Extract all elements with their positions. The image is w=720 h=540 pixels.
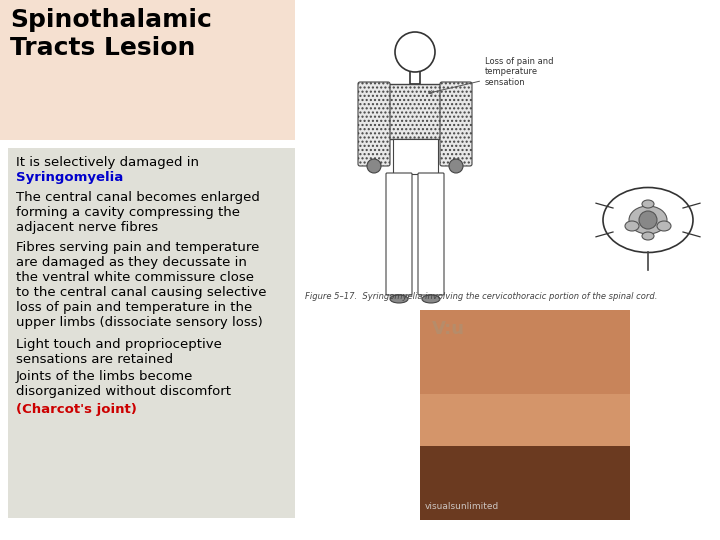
Text: Loss of pain and
temperature
sensation: Loss of pain and temperature sensation xyxy=(429,57,554,94)
Bar xyxy=(8,148,295,518)
Ellipse shape xyxy=(390,295,408,303)
FancyBboxPatch shape xyxy=(393,139,438,174)
Bar xyxy=(420,446,630,520)
FancyBboxPatch shape xyxy=(418,173,444,295)
Ellipse shape xyxy=(629,206,667,234)
Circle shape xyxy=(639,211,657,229)
Text: Figure 5–17.  Syringomyelia involving the cervicothoracic portion of the spinal : Figure 5–17. Syringomyelia involving the… xyxy=(305,292,657,301)
Text: Joints of the limbs become
disorganized without discomfort: Joints of the limbs become disorganized … xyxy=(16,370,231,398)
Bar xyxy=(420,310,630,394)
Bar xyxy=(420,310,630,520)
Text: It is selectively damaged in: It is selectively damaged in xyxy=(16,156,199,169)
Bar xyxy=(420,394,630,446)
Ellipse shape xyxy=(657,221,671,231)
Ellipse shape xyxy=(642,200,654,208)
Text: Fibres serving pain and temperature
are damaged as they decussate in
the ventral: Fibres serving pain and temperature are … xyxy=(16,241,266,329)
Text: (Charcot's joint): (Charcot's joint) xyxy=(16,403,137,416)
FancyBboxPatch shape xyxy=(358,82,390,166)
Text: visualsunlimited: visualsunlimited xyxy=(425,502,499,511)
Ellipse shape xyxy=(422,295,440,303)
Text: Light touch and proprioceptive
sensations are retained: Light touch and proprioceptive sensation… xyxy=(16,338,222,366)
Text: Syringomyelia: Syringomyelia xyxy=(16,171,123,184)
Ellipse shape xyxy=(642,232,654,240)
Bar xyxy=(0,0,295,140)
Text: V:u: V:u xyxy=(432,320,465,338)
Ellipse shape xyxy=(625,221,639,231)
FancyBboxPatch shape xyxy=(388,84,443,139)
Text: The central canal becomes enlarged
forming a cavity compressing the
adjacent ner: The central canal becomes enlarged formi… xyxy=(16,191,260,234)
Circle shape xyxy=(449,159,463,173)
Text: Spinothalamic
Tracts Lesion: Spinothalamic Tracts Lesion xyxy=(10,8,212,60)
Circle shape xyxy=(367,159,381,173)
FancyBboxPatch shape xyxy=(386,173,412,295)
FancyBboxPatch shape xyxy=(440,82,472,166)
Ellipse shape xyxy=(603,187,693,253)
